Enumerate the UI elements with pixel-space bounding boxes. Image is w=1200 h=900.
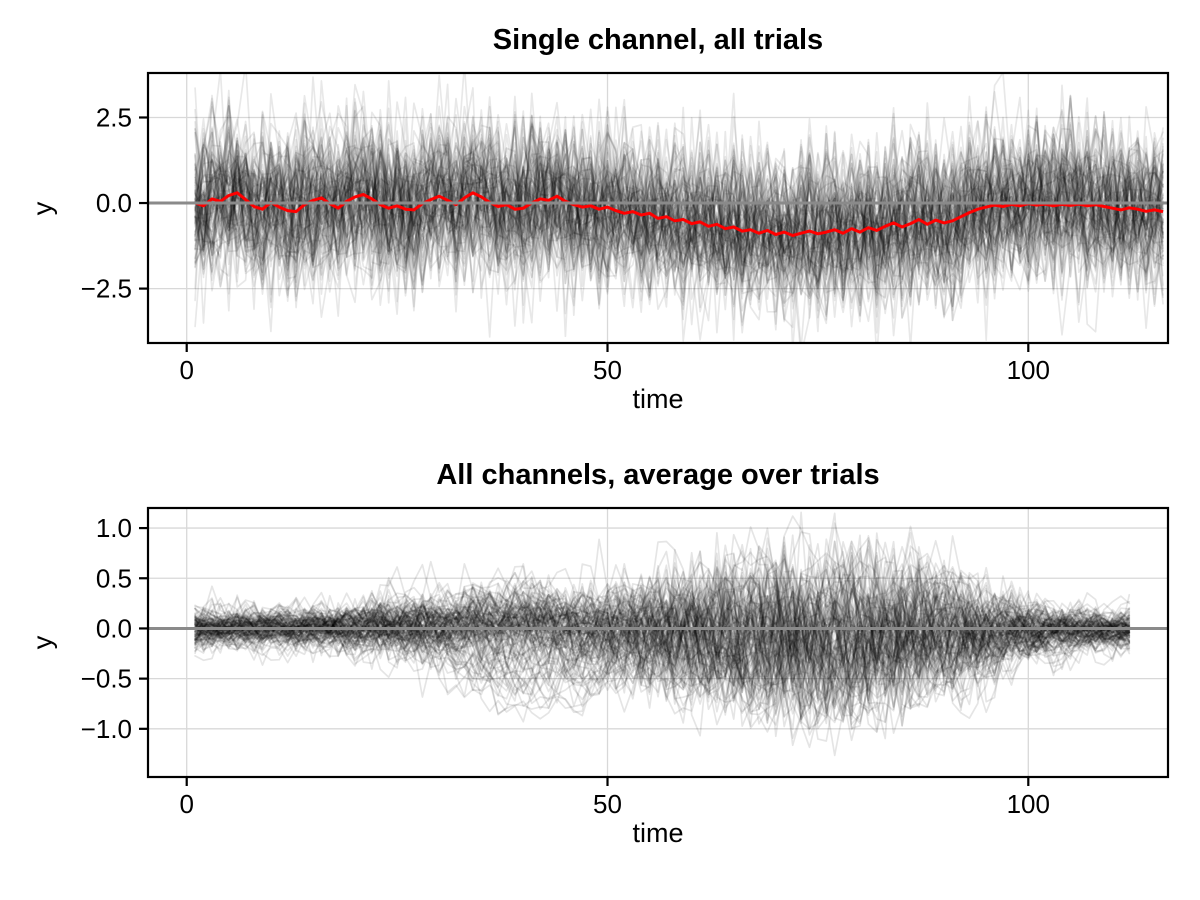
- chart1-y-tick-label: −2.5: [81, 274, 132, 304]
- chart1-x-tick-label: 0: [179, 355, 193, 385]
- chart2-frame: [146, 506, 1170, 779]
- chart2-xlabel: time: [632, 818, 684, 848]
- chart2-x-tick-label: 100: [1007, 789, 1050, 819]
- chart1-title: Single channel, all trials: [492, 24, 824, 56]
- chart2-x-tick-label: 50: [593, 789, 622, 819]
- chart2-y-tick-label: −0.5: [81, 664, 132, 694]
- chart1-y-tick-label: 2.5: [96, 102, 132, 132]
- chart1-ensemble-traces: [194, 73, 1164, 343]
- chart2-y-tick-label: −1.0: [81, 714, 132, 744]
- chart2-y-tick-label: 0.0: [96, 613, 132, 643]
- chart2-y-tick-label: 0.5: [96, 563, 132, 593]
- chart1-frame: [146, 71, 1170, 345]
- chart1-y-tick-label: 0.0: [96, 188, 132, 218]
- chart2-x-tick-label: 0: [179, 789, 193, 819]
- chart2-ticks: [139, 526, 1030, 786]
- chart1-x-tick-label: 50: [593, 355, 622, 385]
- chart1-xlabel: time: [632, 384, 684, 414]
- chart1-ticks: [139, 116, 1030, 352]
- chart1-mean-line: [194, 191, 1164, 237]
- chart2-ensemble-traces: [194, 511, 1131, 757]
- chart1-x-tick-label: 100: [1007, 355, 1050, 385]
- chart2-title: All channels, average over trials: [436, 459, 880, 491]
- chart2-y-tick-label: 1.0: [96, 513, 132, 543]
